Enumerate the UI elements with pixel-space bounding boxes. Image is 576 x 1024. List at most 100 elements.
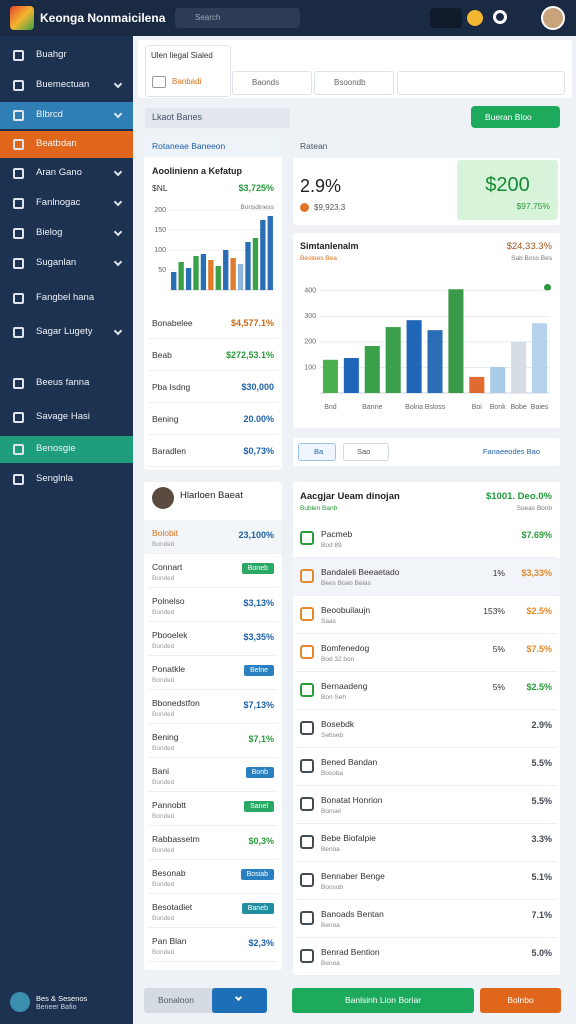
row-label: Bonabelee — [152, 318, 193, 328]
row-icon — [300, 873, 314, 887]
nav-icon — [13, 258, 24, 269]
row-badge[interactable]: Bonb — [245, 767, 274, 778]
nav-icon — [13, 378, 24, 389]
row-icon — [300, 645, 314, 659]
secondary-button-label[interactable]: Bonaloon — [158, 995, 194, 1005]
row-sub: Bonded — [152, 779, 175, 786]
row-title: Banoads Bentan — [321, 909, 384, 919]
row-value: $30,000 — [241, 382, 274, 392]
row-badge[interactable]: Belne — [244, 665, 274, 676]
nav-item[interactable]: Buemectuan — [36, 79, 90, 90]
nav-item[interactable]: Benosgie — [36, 443, 76, 454]
row-divider — [296, 937, 557, 938]
row-value: 20.00% — [243, 414, 274, 424]
overview-value: $3,725% — [238, 183, 274, 193]
row-sub: Bonded — [152, 677, 175, 684]
row-label: Ponatkle — [152, 664, 186, 674]
bar — [343, 357, 359, 393]
y-tick-label: 150 — [154, 227, 166, 234]
chip[interactable] — [298, 443, 336, 461]
bar — [511, 341, 527, 393]
row-divider — [296, 633, 557, 634]
nav-item[interactable]: Bielog — [36, 227, 63, 238]
row-value: $3,35% — [243, 632, 274, 642]
nav-item[interactable]: Aran Gano — [36, 167, 82, 178]
bar — [178, 262, 184, 290]
row-divider — [148, 402, 278, 403]
row-value: 5.0% — [531, 948, 552, 958]
row-sub: Bonded — [152, 575, 175, 582]
primary-button[interactable] — [292, 988, 474, 1013]
nav-item[interactable]: Buahgr — [36, 49, 67, 60]
row-label: Bbonedstfon — [152, 698, 200, 708]
nav-item[interactable]: Beeus fanna — [36, 377, 90, 388]
row-highlight — [144, 520, 282, 554]
row-highlight — [293, 558, 560, 596]
danger-button-label[interactable]: Bolnbo — [507, 995, 534, 1005]
row-icon — [300, 721, 314, 735]
nav-item[interactable]: Fangbel hana — [36, 292, 95, 303]
row-title: Bomfenedog — [321, 643, 370, 653]
bar — [193, 256, 199, 290]
row-divider — [148, 961, 278, 962]
row-badge[interactable]: Bosiab — [240, 869, 274, 880]
filter-input[interactable] — [314, 71, 394, 95]
bar — [260, 220, 266, 290]
filter-tab-value: Banbadi — [172, 77, 202, 86]
activity-total-sub: Soeas Bonb — [516, 505, 552, 512]
search-box[interactable] — [175, 8, 300, 28]
row-divider — [296, 747, 557, 748]
row-badge[interactable]: Sanel — [244, 801, 274, 812]
action-button-label[interactable]: Bueran Bloo — [485, 112, 532, 122]
row-badge[interactable]: Boneb — [241, 563, 274, 574]
primary-button-label[interactable]: Banlsinh Lion Boriar — [344, 995, 422, 1005]
row-label: Pannobtt — [152, 800, 187, 810]
activity-title: Aacgjar Ueam dinojan — [300, 491, 400, 502]
filter-tab[interactable] — [145, 45, 231, 97]
filter-input-text: Baonds — [252, 78, 280, 87]
bar — [171, 272, 177, 290]
user-avatar[interactable] — [541, 6, 565, 30]
filter-input[interactable] — [232, 71, 312, 95]
people-avatar — [152, 487, 174, 509]
danger-button[interactable] — [480, 988, 561, 1013]
row-divider — [148, 338, 278, 339]
nav-item[interactable]: Senglnla — [36, 473, 73, 484]
row-divider — [296, 709, 557, 710]
nav-item[interactable]: Sagar Lugety — [36, 326, 93, 337]
row-label: Bening — [152, 414, 179, 424]
row-sub: Sebseb — [321, 732, 344, 739]
overview-tab[interactable]: Rotaneae Baneeon — [152, 141, 226, 151]
bar — [267, 216, 273, 290]
action-button[interactable] — [471, 106, 560, 128]
bar — [215, 266, 221, 290]
highlight-sub: $97.75% — [516, 201, 550, 211]
bar — [427, 330, 443, 393]
nav-item[interactable]: Suganlan — [36, 257, 77, 268]
chip[interactable] — [343, 443, 389, 461]
sales-dot — [544, 284, 551, 291]
nav-item[interactable]: Fanlnogac — [36, 197, 81, 208]
row-value: 7.1% — [531, 910, 552, 920]
activity-total: $1001. Deo.0% — [485, 491, 552, 502]
bar — [223, 250, 229, 290]
nav-icon — [13, 412, 24, 423]
sidebar-user-name: Bes & Sesenos — [36, 994, 88, 1003]
row-divider — [296, 899, 557, 900]
dropdown-button[interactable] — [212, 988, 267, 1013]
bar — [406, 320, 422, 393]
row-pct: 5% — [492, 644, 505, 654]
row-value: $2.5% — [526, 682, 552, 692]
nav-icon — [13, 110, 24, 121]
nav-item[interactable]: Blbrcd — [36, 109, 63, 120]
nav-item[interactable]: Savage Hasi — [36, 411, 90, 422]
row-divider — [148, 621, 278, 622]
nav-item[interactable]: Beatbdan — [36, 138, 77, 149]
row-title: Bandaleli Beeaetado — [321, 567, 400, 577]
x-tick-label: Bonk — [490, 404, 506, 411]
filter-search[interactable] — [397, 71, 565, 95]
row-badge[interactable]: Baneb — [241, 903, 274, 914]
row-icon — [300, 569, 314, 583]
row-divider — [296, 975, 557, 976]
bar — [185, 268, 192, 290]
